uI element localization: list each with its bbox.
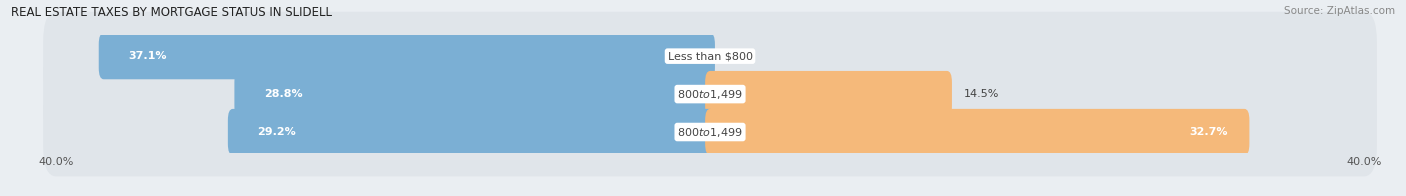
- Text: REAL ESTATE TAXES BY MORTGAGE STATUS IN SLIDELL: REAL ESTATE TAXES BY MORTGAGE STATUS IN …: [11, 6, 332, 19]
- FancyBboxPatch shape: [44, 12, 1376, 101]
- Text: Less than $800: Less than $800: [668, 51, 752, 61]
- Text: $800 to $1,499: $800 to $1,499: [678, 125, 742, 139]
- FancyBboxPatch shape: [235, 71, 714, 117]
- FancyBboxPatch shape: [706, 71, 952, 117]
- Text: 32.7%: 32.7%: [1189, 127, 1229, 137]
- FancyBboxPatch shape: [228, 109, 714, 155]
- Text: 28.8%: 28.8%: [264, 89, 302, 99]
- FancyBboxPatch shape: [44, 88, 1376, 176]
- FancyBboxPatch shape: [44, 50, 1376, 138]
- Text: 29.2%: 29.2%: [257, 127, 297, 137]
- Text: 37.1%: 37.1%: [128, 51, 167, 61]
- Text: Source: ZipAtlas.com: Source: ZipAtlas.com: [1284, 6, 1395, 16]
- Text: $800 to $1,499: $800 to $1,499: [678, 88, 742, 101]
- Text: 0.0%: 0.0%: [727, 51, 755, 61]
- FancyBboxPatch shape: [98, 33, 714, 79]
- Text: 14.5%: 14.5%: [963, 89, 998, 99]
- FancyBboxPatch shape: [706, 109, 1250, 155]
